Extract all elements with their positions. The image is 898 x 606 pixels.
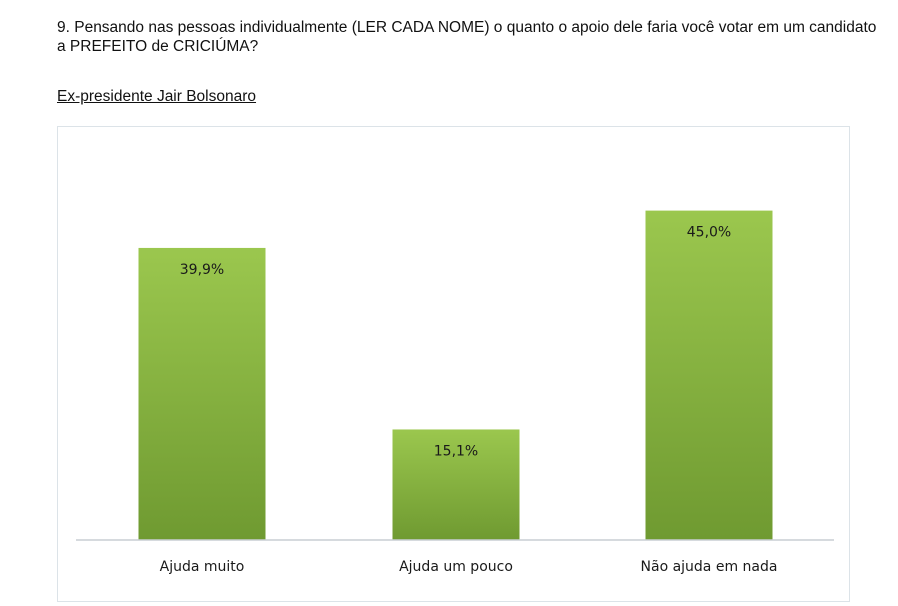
category-label-1: Ajuda muito xyxy=(160,559,245,575)
subject-title: Ex-presidente Jair Bolsonaro xyxy=(57,88,257,105)
bar-3 xyxy=(645,210,773,540)
category-label-3: Não ajuda em nada xyxy=(641,559,778,575)
bar-1 xyxy=(138,247,266,540)
data-label-3: 45,0% xyxy=(687,225,731,241)
data-label-1: 39,9% xyxy=(180,262,224,278)
bar-2 xyxy=(392,429,520,540)
question-text: 9. Pensando nas pessoas individualmente … xyxy=(57,19,877,55)
bar-chart: 39,9% Ajuda muito 15,1% Ajuda um pouco 45,0%… xyxy=(76,210,834,575)
chart-frame: 39,9% Ajuda muito 15,1% Ajuda um pouco 45,0%… xyxy=(57,126,850,602)
category-label-2: Ajuda um pouco xyxy=(399,559,513,575)
data-label-2: 15,1% xyxy=(434,443,478,459)
